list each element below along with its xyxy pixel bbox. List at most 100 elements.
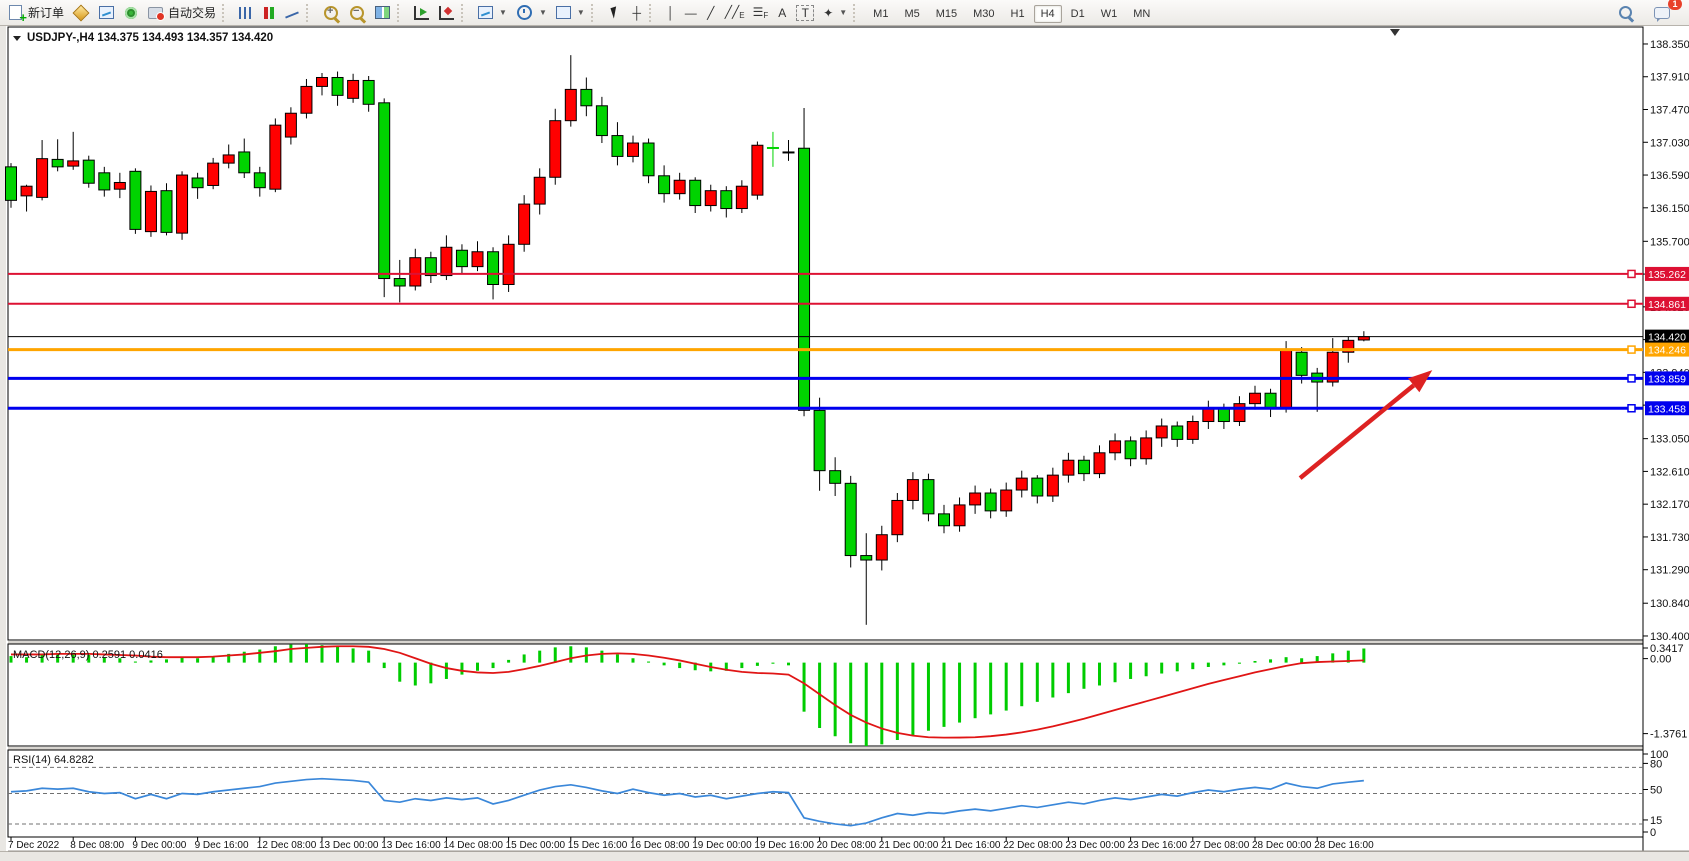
candle-down [487, 251, 500, 286]
main-toolbar: 新订单 自动交易 + − ▼ ▼ ▼ ┼ │ — ╱ ╱╱E ☰F A T [0, 0, 1689, 26]
autotrading-button[interactable]: 自动交易 [143, 3, 220, 23]
auto-scroll-button[interactable] [409, 3, 434, 23]
hline-handle[interactable] [1627, 269, 1636, 279]
price-tick-label: 130.840 [1650, 598, 1689, 610]
time-tick-label: 9 Dec 16:00 [195, 840, 249, 851]
time-axis[interactable]: 7 Dec 2022 8 Dec 08:00 9 Dec 00:00 9 Dec 16… [8, 837, 1689, 852]
autotrading-icon [148, 6, 166, 21]
price-tick-label: 131.290 [1650, 565, 1689, 577]
rsi-tick-label: 15 [1650, 815, 1662, 827]
text-tool-button[interactable]: A [772, 3, 792, 23]
label-tool-button[interactable]: T [792, 3, 818, 23]
price-label-text: 134.861 [1648, 299, 1686, 311]
trend-arrow-shaft[interactable] [1298, 383, 1416, 480]
channel-icon: ╱╱E [724, 5, 745, 20]
candle-up [704, 190, 717, 207]
tile-windows-button[interactable] [370, 3, 395, 23]
candle-down [455, 249, 468, 268]
candle-up [1186, 421, 1199, 440]
chart-shift-marker[interactable] [1389, 29, 1400, 36]
template-icon [555, 6, 571, 19]
bar-chart-mode-button[interactable] [234, 3, 257, 23]
macd-label: MACD(12,26,9) 0.2591 0.0416 [13, 649, 163, 661]
one-click-trading-toggle[interactable] [13, 36, 21, 41]
time-tick-label: 8 Dec 08:00 [70, 840, 124, 851]
indicators-button[interactable]: ▼ [473, 3, 511, 23]
candle-down [720, 190, 733, 210]
candlestick-mode-button[interactable] [257, 3, 280, 23]
zoom-out-icon: − [350, 5, 365, 20]
channel-tool-button[interactable]: ╱╱E [721, 3, 749, 23]
time-tick-label: 22 Dec 08:00 [1003, 840, 1063, 851]
chat-button[interactable]: 1 [1649, 0, 1682, 23]
timeframe-button-MN[interactable]: MN [1133, 7, 1151, 20]
time-tick-label: 15 Dec 16:00 [568, 840, 628, 851]
new-order-button[interactable]: 新订单 [3, 3, 68, 25]
candle-up [627, 142, 639, 157]
candle-up [409, 257, 422, 287]
time-tick-label: 7 Dec 2022 [8, 840, 60, 851]
vertical-line-tool-button[interactable]: │ [661, 3, 681, 23]
candle-down [5, 166, 17, 201]
search-icon [1619, 6, 1632, 19]
timeframe-button-H4[interactable]: H4 [1033, 4, 1062, 23]
arrows-tool-button[interactable]: ✦ ▼ [818, 3, 851, 23]
time-tick-label: 13 Dec 00:00 [319, 840, 379, 851]
price-label-box [1645, 329, 1689, 344]
horizontal-line-tool-button[interactable]: — [681, 3, 701, 23]
trendline-tool-button[interactable]: ╱ [701, 3, 721, 23]
hline-handle[interactable] [1627, 404, 1636, 413]
templates-button[interactable]: ▼ [551, 3, 589, 23]
trend-arrow-head[interactable] [1407, 370, 1433, 393]
macd-pane[interactable] [7, 643, 1644, 747]
candle-down [331, 76, 344, 96]
timeframe-button-W1[interactable]: W1 [1100, 7, 1118, 20]
candle-up [207, 162, 220, 186]
price-tick-label: 137.470 [1650, 105, 1689, 117]
pane-splitter[interactable] [8, 747, 1643, 750]
search-button[interactable] [1612, 3, 1639, 23]
chart-shift-button[interactable] [434, 3, 459, 23]
crosshair-tool-button[interactable]: ┼ [627, 3, 647, 23]
time-tick-label: 27 Dec 08:00 [1190, 840, 1250, 851]
candle-down [238, 151, 251, 174]
new-order-label: 新订单 [28, 6, 65, 20]
candle-down [51, 158, 64, 168]
candle-up [347, 79, 360, 99]
signals-button[interactable] [119, 3, 143, 23]
candle-up [1249, 392, 1261, 405]
hline-handle[interactable] [1627, 345, 1636, 354]
horizontal-line-icon: — [684, 5, 697, 20]
zoom-in-button[interactable]: + [318, 3, 344, 23]
new-chart-button[interactable] [94, 3, 119, 23]
fibonacci-tool-button[interactable]: ☰F [749, 3, 773, 23]
toolbar-grip [853, 3, 861, 22]
timeframe-button-M15[interactable]: M15 [935, 7, 958, 20]
candle-down [829, 470, 842, 484]
candle-up [1357, 336, 1370, 341]
toolbar-grip [590, 3, 599, 22]
time-tick-label: 21 Dec 00:00 [879, 840, 939, 851]
timeframe-button-M5[interactable]: M5 [904, 7, 920, 20]
pane-splitter[interactable] [8, 641, 1643, 644]
hline-handle[interactable] [1627, 299, 1636, 309]
zoom-out-button[interactable]: − [344, 3, 370, 23]
timeframe-button-M1[interactable]: M1 [873, 7, 889, 20]
price-tick-label: 136.590 [1650, 170, 1689, 182]
candle-down [844, 482, 857, 557]
timeframe-button-H1[interactable]: H1 [1010, 7, 1025, 20]
trend-arrow-annotation[interactable] [1298, 370, 1433, 480]
candle-up [953, 504, 966, 527]
hline-handle[interactable] [1627, 374, 1636, 383]
main-pane[interactable] [7, 26, 1644, 641]
price-tick-label: 132.170 [1650, 499, 1689, 511]
candle-up [1093, 452, 1106, 475]
timeframe-button-D1[interactable]: D1 [1070, 7, 1085, 20]
toolbar-grip [461, 3, 469, 22]
periods-button[interactable]: ▼ [511, 3, 551, 23]
timeframe-button-M30[interactable]: M30 [973, 7, 995, 20]
